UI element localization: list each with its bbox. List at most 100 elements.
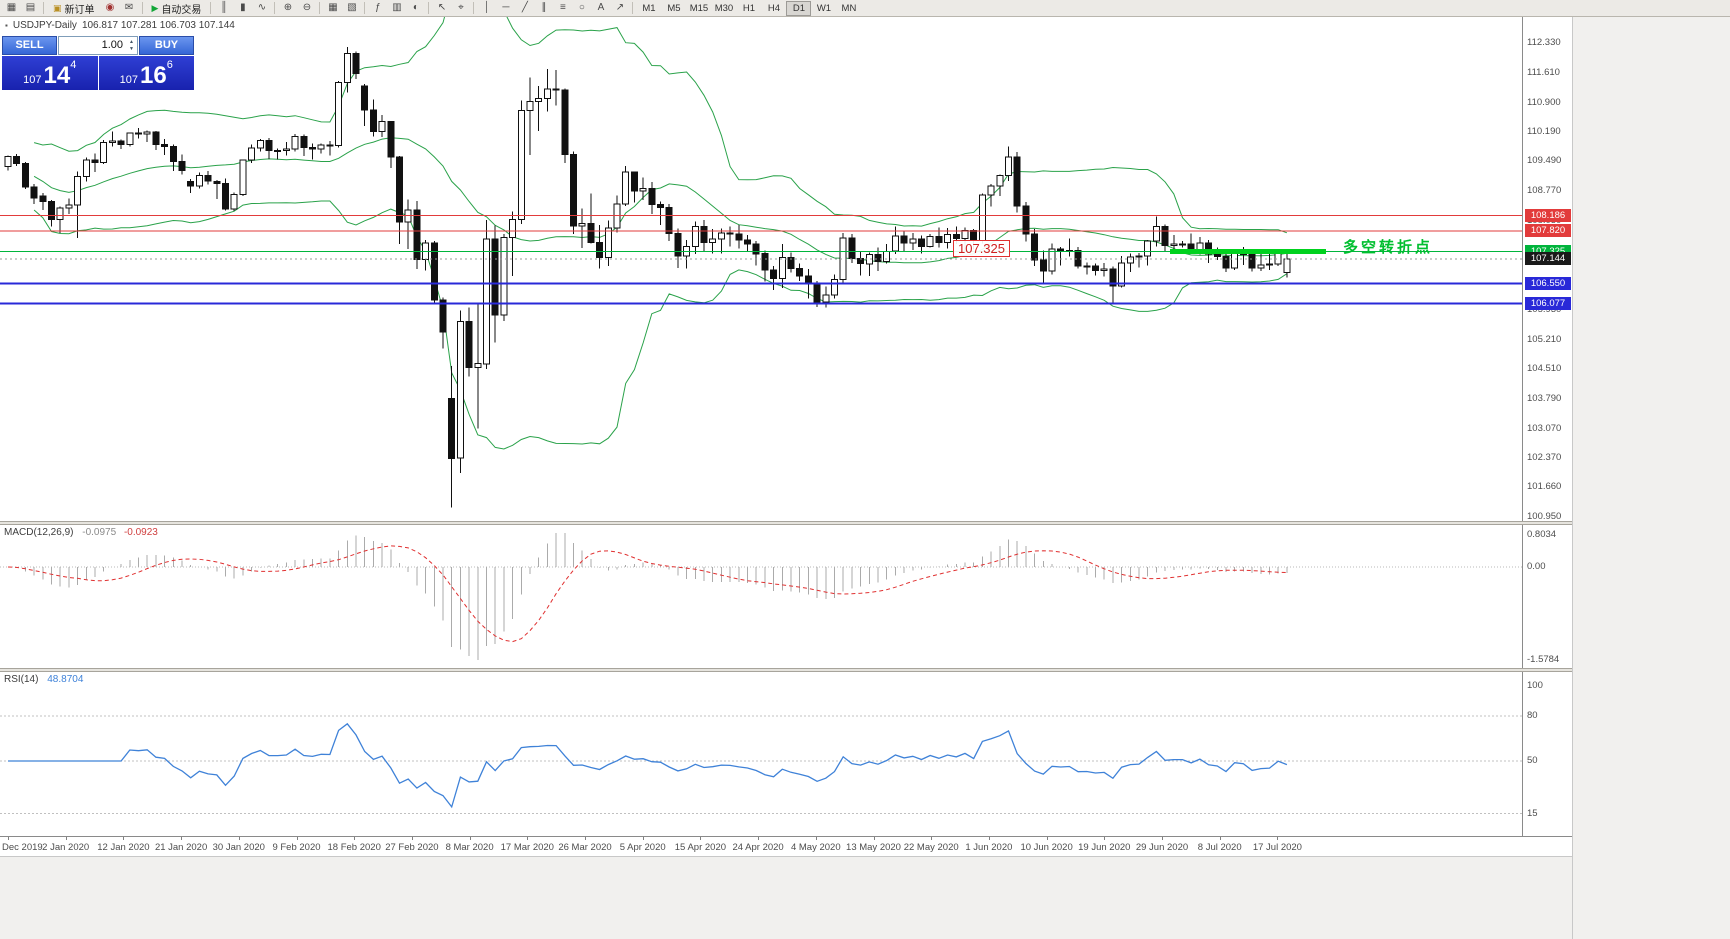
text-tool-icon[interactable]: A: [597, 1, 605, 13]
ask-price-display[interactable]: 107 16 6: [98, 56, 194, 90]
time-axis-label: 22 May 2020: [903, 842, 959, 853]
horizontal-line-icon[interactable]: ─: [502, 1, 510, 13]
timeframe-m15[interactable]: M15: [689, 2, 709, 14]
price-level-annotation[interactable]: 107.325: [953, 240, 1010, 257]
timeframe-mn[interactable]: MN: [841, 2, 857, 14]
profiles-icon[interactable]: ▤: [25, 1, 36, 13]
volume-input[interactable]: 1.00 ▲ ▼: [58, 36, 138, 55]
new-order-button-icon: ▣: [53, 2, 62, 13]
price-axis-label: 109.490: [1527, 155, 1562, 167]
templates-icon[interactable]: ▥: [392, 1, 402, 13]
zoom-out-icon[interactable]: ⊖: [302, 1, 312, 13]
time-axis-label: 2 Jan 2020: [42, 842, 90, 853]
timeframe-w1[interactable]: W1: [816, 2, 832, 14]
time-axis[interactable]: Dec 2019 2 Jan 2020 12 Jan 2020 21 Jan 2020…: [0, 836, 1572, 856]
sell-button[interactable]: SELL: [2, 36, 57, 55]
trendline-icon[interactable]: ╱: [521, 1, 528, 13]
volume-stepper[interactable]: ▲ ▼: [127, 37, 136, 54]
toolbar-separator: [319, 2, 321, 14]
price-axis-label: 101.660: [1527, 481, 1562, 493]
time-axis-tick: [931, 837, 933, 840]
chart-symbol-title: USDJPY-Daily: [12, 20, 77, 31]
time-axis-label: Dec 2019: [2, 842, 43, 853]
time-axis-tick: [642, 837, 644, 840]
zoom-in-icon[interactable]: ⊕: [283, 1, 293, 13]
buy-button[interactable]: BUY: [139, 36, 194, 55]
macd-chart-canvas[interactable]: [0, 525, 1522, 668]
pane-divider-rsi[interactable]: [0, 668, 1572, 672]
time-axis-label: 18 Feb 2020: [327, 842, 381, 853]
time-axis-label: 4 May 2020: [790, 842, 841, 853]
price-chart-canvas[interactable]: [0, 17, 1522, 521]
chart-title: ▪ USDJPY-Daily 106.817 107.281 106.703 1…: [5, 20, 235, 31]
mailbox-icon[interactable]: ✉: [124, 1, 134, 13]
bid-price-display[interactable]: 107 14 4: [2, 56, 98, 90]
time-axis-tick: [700, 837, 702, 840]
time-axis-label: 21 Jan 2020: [154, 842, 208, 853]
rsi-scale-label: 15: [1527, 807, 1538, 819]
price-axis-badge[interactable]: 106.077: [1525, 296, 1571, 310]
tile-windows-icon[interactable]: ▦: [328, 1, 338, 13]
bid-price-sup: 4: [70, 59, 77, 71]
toolbar: ▦ ▤ ▣ 新订单 ◉ ✉ ▶ 自动交易 ║ ▮ ∿ ⊕ ⊖ ▦ ▧ ƒ ▥ ◐ ↖ ⌖ │ ─ ╱ ∥ ≡ ○ A ↗ M1 M5 M15…: [0, 0, 1730, 17]
time-axis-tick: [527, 837, 529, 840]
price-axis-label: 105.210: [1527, 333, 1562, 345]
toolbar-separator: [473, 2, 475, 14]
chart-pane: ▪ USDJPY-Daily 106.817 107.281 106.703 1…: [0, 17, 1572, 856]
volume-value: 1.00: [101, 39, 123, 51]
time-axis-tick: [411, 837, 413, 840]
new-order-button-label: 新订单: [64, 4, 95, 16]
new-order-button[interactable]: ▣ 新订单: [47, 1, 101, 16]
rsi-chart-canvas[interactable]: [0, 672, 1522, 836]
price-axis-badge[interactable]: 107.820: [1525, 224, 1571, 238]
rsi-name: RSI(14): [4, 674, 39, 685]
cascade-windows-icon[interactable]: ▧: [347, 1, 357, 13]
alerts-icon[interactable]: ◉: [105, 1, 115, 13]
rsi-scale-label: 50: [1527, 755, 1538, 766]
timeframe-m1[interactable]: M1: [642, 2, 656, 14]
timeframe-m30[interactable]: M30: [714, 2, 734, 14]
price-axis-badge[interactable]: 108.186: [1525, 209, 1571, 223]
period-selector-icon[interactable]: ◐: [412, 1, 419, 13]
vertical-line-icon[interactable]: │: [483, 1, 491, 13]
line-chart-icon[interactable]: ∿: [257, 1, 267, 13]
time-axis-tick: [758, 837, 760, 840]
toolbar-separator: [210, 2, 212, 14]
toolbar-separator: [141, 2, 143, 14]
price-axis-badge[interactable]: 107.144: [1525, 252, 1571, 266]
time-axis-tick: [873, 837, 875, 840]
timeframe-h1[interactable]: H1: [742, 2, 756, 14]
toolbar-separator: [364, 2, 366, 14]
time-axis-tick: [988, 837, 990, 840]
macd-value-main: -0.0975: [82, 527, 117, 538]
price-axis[interactable]: 0.8034 0.00 -1.5784 112.330 111.610 110.90…: [1522, 17, 1572, 856]
indicators-icon[interactable]: ƒ: [375, 1, 381, 13]
volume-up-icon[interactable]: ▲: [129, 38, 134, 45]
volume-down-icon[interactable]: ▼: [129, 45, 134, 52]
price-axis-label: 110.900: [1527, 96, 1561, 108]
price-axis-badge[interactable]: 106.550: [1525, 277, 1571, 291]
cursor-icon[interactable]: ↖: [437, 1, 447, 13]
time-axis-label: 9 Feb 2020: [272, 842, 321, 853]
shapes-icon[interactable]: ○: [578, 1, 585, 13]
timeframe-m5[interactable]: M5: [667, 2, 681, 14]
auto-trading-button[interactable]: ▶ 自动交易: [146, 1, 208, 16]
timeframe-d1[interactable]: D1: [786, 0, 812, 16]
time-axis-label: 24 Apr 2020: [732, 842, 784, 853]
time-axis-label: 30 Jan 2020: [212, 842, 265, 853]
pane-divider-macd[interactable]: [0, 521, 1572, 525]
time-axis-label: 1 Jun 2020: [965, 842, 1013, 853]
fibonacci-icon[interactable]: ≡: [560, 1, 566, 13]
arrow-tool-icon[interactable]: ↗: [615, 1, 625, 13]
candlestick-chart-icon[interactable]: ▮: [240, 1, 246, 13]
macd-value-signal: -0.0923: [123, 527, 158, 538]
bar-chart-icon[interactable]: ║: [220, 1, 228, 13]
bid-price-big: 14: [43, 62, 71, 89]
macd-name: MACD(12,26,9): [4, 527, 74, 538]
new-chart-icon[interactable]: ▦: [6, 1, 17, 13]
price-axis-label: 103.790: [1527, 392, 1562, 404]
bid-price-prefix: 107: [23, 74, 42, 86]
crosshair-icon[interactable]: ⌖: [458, 1, 464, 13]
timeframe-h4[interactable]: H4: [767, 2, 781, 14]
channel-icon[interactable]: ∥: [541, 1, 547, 13]
